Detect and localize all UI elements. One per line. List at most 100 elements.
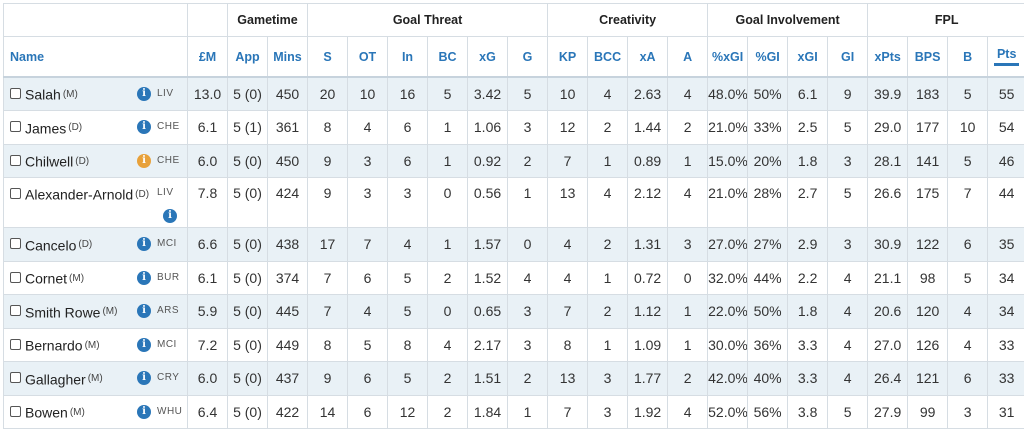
stat-in: 6 bbox=[387, 110, 429, 145]
column-header-app[interactable]: App bbox=[227, 36, 268, 78]
select-checkbox[interactable] bbox=[10, 405, 21, 417]
stat-bcc: 1 bbox=[587, 143, 629, 178]
column-header-xg[interactable]: xG bbox=[467, 36, 509, 78]
column-header-mins[interactable]: Mins bbox=[266, 36, 309, 78]
stat-xa: 1.44 bbox=[627, 110, 669, 145]
stat-s: 9 bbox=[307, 143, 349, 178]
info-icon[interactable]: i bbox=[137, 237, 151, 251]
player-name[interactable]: Smith Rowe bbox=[25, 303, 101, 320]
stat-price: 13.0 bbox=[187, 76, 228, 111]
warning-info-icon[interactable]: i bbox=[137, 153, 151, 168]
player-name[interactable]: Gallagher bbox=[25, 370, 86, 387]
stat-bc: 2 bbox=[427, 361, 469, 396]
stat-price: 6.0 bbox=[187, 143, 228, 178]
stat-pts: 35 bbox=[987, 227, 1024, 262]
stat-s: 7 bbox=[307, 260, 349, 295]
info-icon[interactable]: i bbox=[137, 337, 151, 352]
player-name[interactable]: James bbox=[25, 119, 67, 136]
column-header-bc[interactable]: BC bbox=[427, 36, 469, 78]
stat-b: 5 bbox=[947, 260, 989, 295]
select-checkbox[interactable] bbox=[10, 121, 21, 133]
stat-gi: 33% bbox=[747, 110, 789, 145]
column-header-pts[interactable]: Pts bbox=[987, 36, 1024, 78]
stat-bps: 122 bbox=[907, 227, 949, 262]
select-checkbox[interactable] bbox=[10, 88, 21, 100]
team-code: LIV bbox=[157, 187, 174, 198]
column-header-a[interactable]: A bbox=[667, 36, 709, 78]
info-icon[interactable]: i bbox=[137, 87, 151, 101]
info-icon[interactable]: i bbox=[137, 404, 151, 419]
info-icon[interactable]: i bbox=[163, 209, 177, 223]
select-checkbox[interactable] bbox=[10, 187, 21, 199]
table-row[interactable]: Salah (M) i LIV 13.0 5 (0) 450 20 10 16 5 3.42 5 10 4 2… bbox=[3, 76, 1024, 111]
select-checkbox[interactable] bbox=[10, 154, 21, 166]
column-header-price[interactable]: £M bbox=[187, 36, 228, 78]
stat-ot: 4 bbox=[347, 294, 389, 329]
stat-xa: 1.77 bbox=[627, 361, 669, 396]
player-name[interactable]: Cancelo bbox=[25, 236, 77, 253]
column-header-xgi[interactable]: xGI bbox=[787, 36, 829, 78]
stat-g: 4 bbox=[507, 260, 549, 295]
team-code: CHE bbox=[157, 121, 180, 132]
column-header-bps[interactable]: BPS bbox=[907, 36, 949, 78]
column-header-kp[interactable]: KP bbox=[547, 36, 589, 78]
table-row[interactable]: Smith Rowe (M) i ARS 5.9 5 (0) 445 7 4 5 0 0.65 3 7 2 1… bbox=[3, 294, 1024, 329]
stat-b: 10 bbox=[947, 110, 989, 145]
select-checkbox[interactable] bbox=[10, 271, 21, 283]
stat-g: 2 bbox=[507, 361, 549, 396]
column-header-label: %xGI bbox=[711, 49, 744, 64]
stat-xgi: 32.0% bbox=[707, 260, 749, 295]
player-name-cell: Gallagher (M) i CRY bbox=[3, 361, 188, 396]
select-checkbox[interactable] bbox=[10, 305, 21, 317]
stat-price: 6.1 bbox=[187, 110, 228, 145]
player-name[interactable]: Salah bbox=[25, 86, 61, 103]
stat-xa: 2.12 bbox=[627, 177, 669, 228]
table-row[interactable]: Chilwell (D) i CHE 6.0 5 (0) 450 9 3 6 1 0.92 2 7 1 0.8… bbox=[3, 143, 1024, 178]
table-row[interactable]: Cancelo (D) i MCI 6.6 5 (0) 438 17 7 4 1 1.57 0 4 2 1.3… bbox=[3, 227, 1024, 262]
table-row[interactable]: Bowen (M) i WHU 6.4 5 (0) 422 14 6 12 2 1.84 1 7 3 1.92… bbox=[3, 394, 1024, 429]
table-row[interactable]: James (D) i CHE 6.1 5 (1) 361 8 4 6 1 1.06 3 12 2 1.44 2… bbox=[3, 110, 1024, 145]
player-name[interactable]: Chilwell bbox=[25, 153, 74, 170]
stat-bcc: 2 bbox=[587, 294, 629, 329]
stat-gi: 27% bbox=[747, 227, 789, 262]
team-code: MCI bbox=[157, 338, 177, 350]
column-header-s[interactable]: S bbox=[307, 36, 349, 78]
team-code: BUR bbox=[157, 271, 180, 283]
stat-xgi: 3.3 bbox=[787, 361, 829, 396]
select-checkbox[interactable] bbox=[10, 338, 21, 350]
column-header-label: BCC bbox=[594, 49, 622, 64]
stat-ot: 6 bbox=[347, 361, 389, 396]
player-position: (M) bbox=[102, 306, 118, 318]
select-checkbox[interactable] bbox=[10, 372, 21, 384]
table-row[interactable]: Bernardo (M) i MCI 7.2 5 (0) 449 8 5 8 4 2.17 3 8 1 1.0… bbox=[3, 327, 1024, 362]
column-header-bcc[interactable]: BCC bbox=[587, 36, 629, 78]
player-name[interactable]: Alexander-Arnold bbox=[25, 186, 134, 203]
column-header-xpts[interactable]: xPts bbox=[867, 36, 909, 78]
column-header-xgi[interactable]: %xGI bbox=[707, 36, 749, 78]
column-header-xa[interactable]: xA bbox=[627, 36, 669, 78]
stat-xg: 0.92 bbox=[467, 143, 509, 178]
column-header-gi[interactable]: %GI bbox=[747, 36, 789, 78]
table-row[interactable]: Cornet (M) i BUR 6.1 5 (0) 374 7 6 5 2 1.52 4 4 1 0.72 0… bbox=[3, 260, 1024, 295]
column-header-ot[interactable]: OT bbox=[347, 36, 389, 78]
column-header-label: A bbox=[683, 49, 693, 64]
player-name[interactable]: Cornet bbox=[25, 270, 68, 287]
column-header-gi[interactable]: GI bbox=[827, 36, 869, 78]
info-icon[interactable]: i bbox=[137, 371, 151, 385]
stat-mins: 361 bbox=[266, 110, 309, 145]
info-icon[interactable]: i bbox=[137, 304, 151, 318]
table-row[interactable]: Gallagher (M) i CRY 6.0 5 (0) 437 9 6 5 2 1.51 2 13 3 1… bbox=[3, 361, 1024, 396]
stat-gi: 36% bbox=[747, 327, 789, 362]
info-icon[interactable]: i bbox=[137, 270, 151, 285]
stat-xpts: 26.6 bbox=[867, 177, 909, 228]
info-icon[interactable]: i bbox=[137, 120, 151, 134]
column-header-b[interactable]: B bbox=[947, 36, 989, 78]
column-header-g[interactable]: G bbox=[507, 36, 549, 78]
player-name[interactable]: Bowen bbox=[25, 404, 68, 421]
select-checkbox[interactable] bbox=[10, 238, 21, 250]
column-header-name[interactable]: Name bbox=[3, 36, 188, 78]
stat-xgi: 3.3 bbox=[787, 327, 829, 362]
player-name[interactable]: Bernardo bbox=[25, 337, 83, 354]
column-header-in[interactable]: In bbox=[387, 36, 429, 78]
table-row[interactable]: Alexander-Arnold (D) i LIV 7.8 5 (0) 424 9 3 3 0 0.… bbox=[3, 177, 1024, 228]
